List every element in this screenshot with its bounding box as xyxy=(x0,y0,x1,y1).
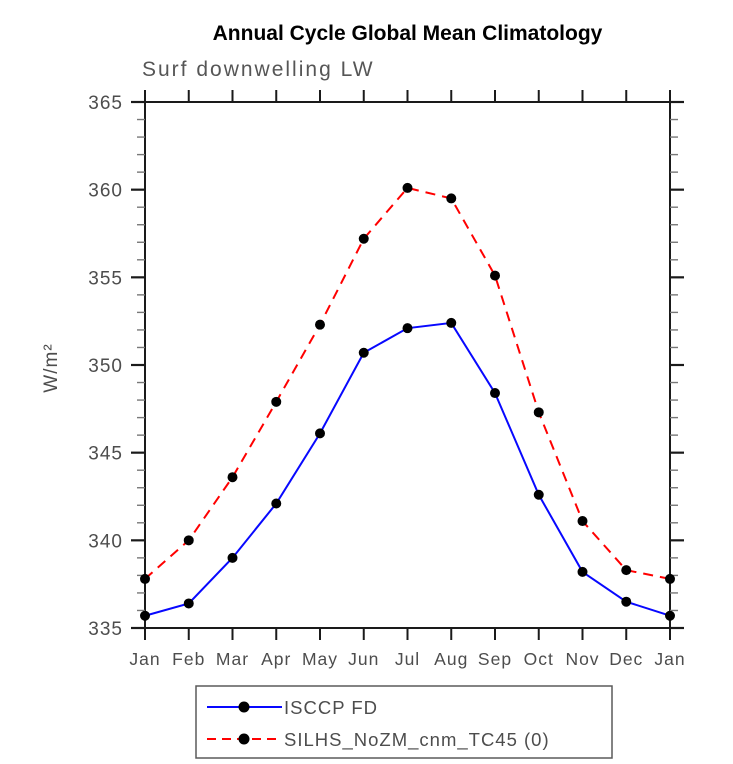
y-tick-label: 345 xyxy=(88,444,123,465)
x-tick-label: Apr xyxy=(261,649,291,669)
series-marker-0 xyxy=(140,610,150,621)
legend-swatch-marker-1 xyxy=(238,733,250,745)
legend-box xyxy=(195,685,613,759)
y-tick-label: 335 xyxy=(88,619,123,640)
series-marker-0 xyxy=(490,388,500,399)
x-tick-label: Sep xyxy=(478,649,512,669)
series-line-0 xyxy=(144,321,671,617)
y-tick-label: 360 xyxy=(88,181,123,202)
series-marker-1 xyxy=(446,193,457,204)
series-marker-0 xyxy=(402,323,413,334)
y-axis-label: W/m² xyxy=(41,343,62,392)
series-marker-0 xyxy=(358,347,369,358)
y-tick-label: 355 xyxy=(88,268,123,289)
series-marker-0 xyxy=(621,596,632,607)
series-marker-1 xyxy=(533,407,544,418)
x-tick-label: Feb xyxy=(172,649,205,669)
x-tick-label: Jan xyxy=(654,649,685,669)
series-marker-0 xyxy=(227,552,238,563)
series-marker-1 xyxy=(621,565,632,576)
series-marker-1 xyxy=(577,516,588,527)
series-marker-1 xyxy=(140,573,150,584)
series-marker-0 xyxy=(271,498,282,509)
series-marker-0 xyxy=(446,317,457,328)
x-tick-label: Dec xyxy=(609,649,643,669)
series-marker-1 xyxy=(183,535,194,546)
series-marker-0 xyxy=(577,566,588,577)
series-marker-1 xyxy=(315,319,325,330)
x-tick-label: Jan xyxy=(129,649,160,669)
y-tick-label: 350 xyxy=(88,356,123,377)
series-marker-1 xyxy=(358,233,369,244)
series-marker-0 xyxy=(665,610,675,621)
x-tick-label: Nov xyxy=(565,649,599,669)
y-tick-label: 365 xyxy=(88,93,123,114)
chart-title: Annual Cycle Global Mean Climatology xyxy=(212,22,603,45)
x-tick-label: Jun xyxy=(348,649,379,669)
series-marker-1 xyxy=(227,472,238,483)
chart-subtitle: Surf downwelling LW xyxy=(142,58,375,81)
x-tick-label: Aug xyxy=(434,649,468,669)
plot-frame xyxy=(144,101,671,629)
x-tick-label: May xyxy=(302,649,338,669)
legend-swatch-marker-0 xyxy=(238,701,250,713)
y-tick-label: 340 xyxy=(88,531,123,552)
legend-label-1: SILHS_NoZM_cnm_TC45 (0) xyxy=(284,729,550,751)
legend-label-0: ISCCP FD xyxy=(284,697,378,718)
series-marker-0 xyxy=(183,598,194,609)
x-tick-label: Jul xyxy=(395,649,420,669)
series-marker-1 xyxy=(402,182,413,193)
x-tick-label: Mar xyxy=(216,649,249,669)
series-marker-0 xyxy=(315,428,325,439)
series-marker-1 xyxy=(271,396,282,407)
series-marker-1 xyxy=(665,573,675,584)
series-marker-1 xyxy=(490,270,500,281)
series-marker-0 xyxy=(533,489,544,500)
x-tick-label: Oct xyxy=(524,649,554,669)
series-line-1 xyxy=(144,186,671,580)
